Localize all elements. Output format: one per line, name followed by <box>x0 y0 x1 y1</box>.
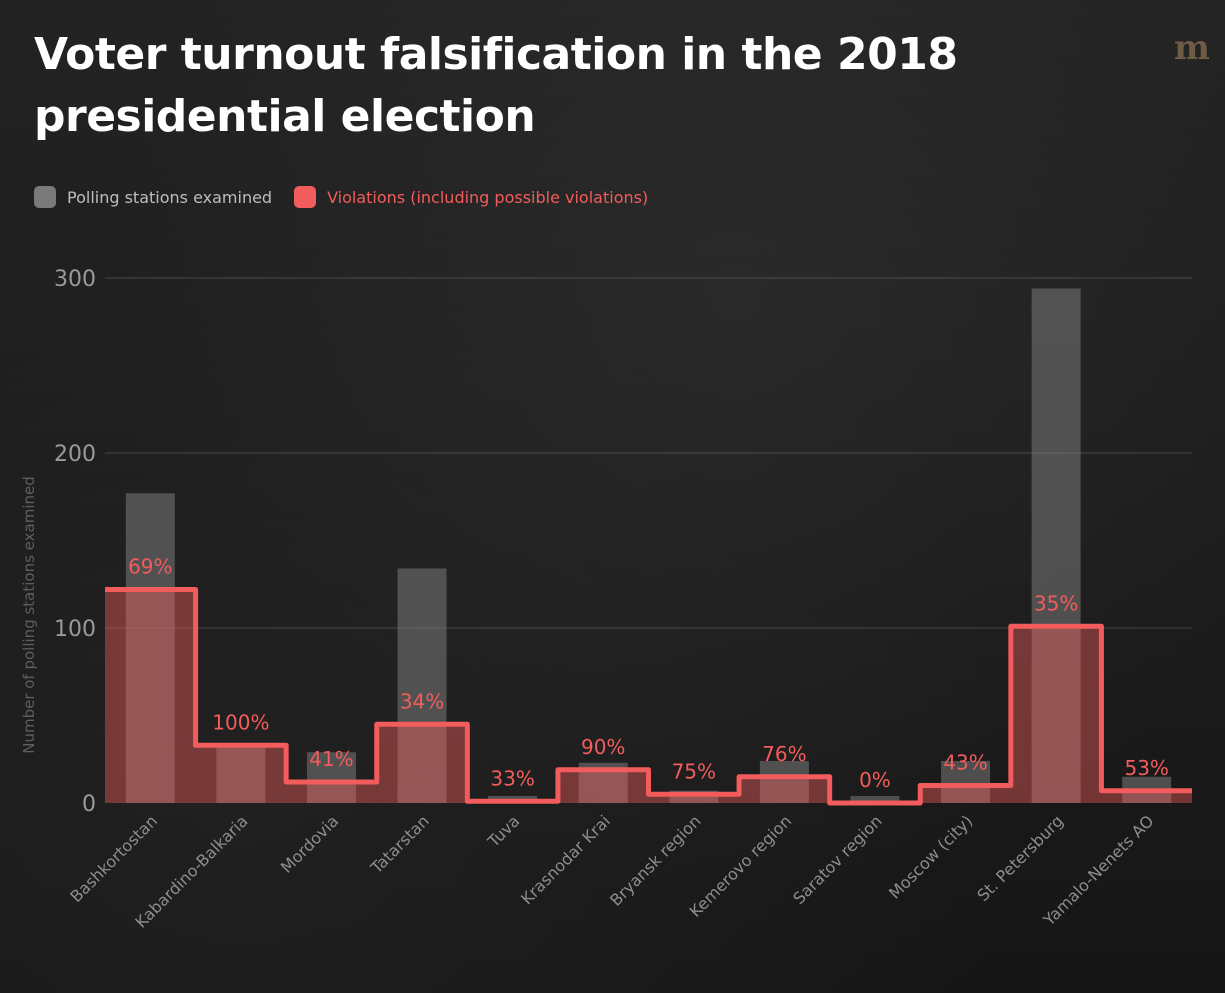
legend-swatch-examined <box>34 186 56 208</box>
legend-item-violations: Violations (including possible violation… <box>294 186 648 208</box>
bar-violations <box>1101 790 1192 803</box>
y-tick-label: 300 <box>54 267 96 292</box>
bar-violations <box>648 794 740 803</box>
bar-violations <box>739 776 830 803</box>
data-label: 41% <box>309 747 353 771</box>
bar-examined <box>397 568 447 803</box>
x-tick-label: Moscow (city) <box>885 811 976 902</box>
y-tick-label: 100 <box>54 617 96 642</box>
chart-title: Voter turnout falsification in the 2018 … <box>34 29 958 142</box>
bar-examined <box>850 796 900 803</box>
legend-swatch-violations <box>294 186 317 208</box>
data-label: 0% <box>859 768 891 792</box>
data-label: 34% <box>400 689 444 713</box>
bar-violations <box>286 782 377 803</box>
y-tick-label: 200 <box>54 442 96 467</box>
violations-step-line <box>105 587 1192 806</box>
bar-violations <box>557 769 649 803</box>
data-label: 76% <box>762 742 806 766</box>
legend: Polling stations examined Violations (in… <box>34 186 670 208</box>
legend-item-examined: Polling stations examined <box>34 186 272 208</box>
bar-violations <box>105 589 196 803</box>
x-tick-label: Tatarstan <box>366 811 433 878</box>
meduza-logo-icon: m <box>1174 28 1210 68</box>
y-tick-label: 0 <box>82 792 96 817</box>
x-tick-label: Bryansk region <box>606 811 704 909</box>
x-tick-label: Bashkortostan <box>66 811 161 906</box>
data-label: 100% <box>212 710 269 734</box>
data-label: 69% <box>128 555 172 579</box>
bar-violations <box>920 785 1011 803</box>
data-label: 35% <box>1034 591 1078 615</box>
bar-examined <box>759 761 809 803</box>
y-axis-label: Number of polling stations examined <box>20 476 38 754</box>
bar-violations <box>195 745 287 803</box>
bar-violations <box>1010 626 1102 803</box>
bar-examined <box>941 761 991 803</box>
x-tick-label: Kemerovo region <box>686 811 796 921</box>
x-tick-label: Mordovia <box>277 811 342 876</box>
legend-label-examined: Polling stations examined <box>67 187 273 207</box>
bar-examined <box>125 493 175 803</box>
bar-examined <box>216 745 266 803</box>
bar-examined <box>306 752 356 803</box>
x-tick-label: Krasnodar Krai <box>517 811 614 908</box>
data-label: 33% <box>490 766 534 790</box>
data-label: 90% <box>581 735 625 759</box>
bar-examined <box>1031 288 1081 803</box>
x-tick-label: St. Petersburg <box>973 811 1067 905</box>
x-tick-label: Saratov region <box>789 811 886 908</box>
x-tick-label: Tuva <box>483 811 523 851</box>
legend-label-violations: Violations (including possible violation… <box>327 187 649 207</box>
data-label: 43% <box>943 751 987 775</box>
data-label: 53% <box>1124 756 1168 780</box>
bar-violations <box>376 724 468 803</box>
data-label: 75% <box>672 759 716 783</box>
